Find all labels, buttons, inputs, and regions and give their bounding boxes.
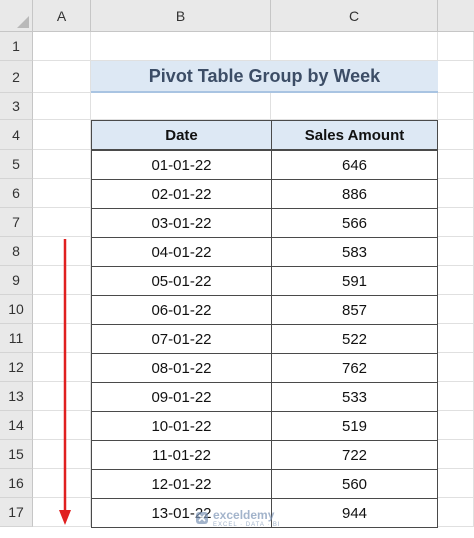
grid-cell[interactable]	[33, 295, 91, 324]
sales-amount-cell[interactable]: 583	[271, 237, 438, 267]
column-header-next[interactable]	[438, 0, 474, 32]
grid-cell[interactable]	[33, 93, 91, 120]
sales-amount-cell[interactable]: 591	[271, 266, 438, 296]
row-header-7[interactable]: 7	[0, 208, 33, 237]
table-header-sales-amount[interactable]: Sales Amount	[271, 120, 438, 150]
sheet-title[interactable]: Pivot Table Group by Week	[91, 61, 438, 93]
grid-cell[interactable]	[33, 382, 91, 411]
grid-cell[interactable]	[271, 93, 438, 120]
row-header-12[interactable]: 12	[0, 353, 33, 382]
date-cell[interactable]: 08-01-22	[91, 353, 272, 383]
grid-cell[interactable]	[33, 179, 91, 208]
sales-amount-cell[interactable]: 722	[271, 440, 438, 470]
row-header-13[interactable]: 13	[0, 382, 33, 411]
grid-cell[interactable]	[33, 266, 91, 295]
grid-cell[interactable]	[33, 61, 91, 93]
grid-cell[interactable]	[33, 324, 91, 353]
select-all-triangle-icon	[17, 16, 29, 28]
date-cell[interactable]: 11-01-22	[91, 440, 272, 470]
grid-cell[interactable]	[33, 469, 91, 498]
table-header-date[interactable]: Date	[91, 120, 272, 150]
sales-amount-cell[interactable]: 519	[271, 411, 438, 441]
grid-cell[interactable]	[91, 32, 271, 61]
row-header-11[interactable]: 11	[0, 324, 33, 353]
column-header-c[interactable]: C	[271, 0, 438, 32]
row-header-8[interactable]: 8	[0, 237, 33, 266]
grid-cell[interactable]	[271, 32, 438, 61]
grid-cell[interactable]	[91, 93, 271, 120]
date-cell[interactable]: 09-01-22	[91, 382, 272, 412]
grid-cell[interactable]	[33, 440, 91, 469]
date-cell[interactable]: 03-01-22	[91, 208, 272, 238]
sales-amount-cell[interactable]: 560	[271, 469, 438, 499]
select-all-corner[interactable]	[0, 0, 33, 32]
grid-cell[interactable]	[33, 353, 91, 382]
grid-cell[interactable]	[33, 150, 91, 179]
row-header-1[interactable]: 1	[0, 32, 33, 61]
row-header-6[interactable]: 6	[0, 179, 33, 208]
row-header-9[interactable]: 9	[0, 266, 33, 295]
row-header-16[interactable]: 16	[0, 469, 33, 498]
row-header-5[interactable]: 5	[0, 150, 33, 179]
grid-cell[interactable]	[33, 498, 91, 527]
sales-amount-cell[interactable]: 762	[271, 353, 438, 383]
row-header-14[interactable]: 14	[0, 411, 33, 440]
grid-cell[interactable]	[33, 120, 91, 150]
column-header-a[interactable]: A	[33, 0, 91, 32]
row-header-3[interactable]: 3	[0, 93, 33, 120]
watermark-brand: exceldemy	[213, 508, 275, 522]
grid-cell[interactable]	[33, 208, 91, 237]
sales-amount-cell[interactable]: 944	[271, 498, 438, 528]
grid-cell[interactable]	[33, 32, 91, 61]
row-header-4[interactable]: 4	[0, 120, 33, 150]
date-cell[interactable]: 04-01-22	[91, 237, 272, 267]
exceldemy-watermark: exceldemy EXCEL · DATA · BI	[195, 508, 281, 528]
grid-cell[interactable]	[33, 237, 91, 266]
date-cell[interactable]: 06-01-22	[91, 295, 272, 325]
row-header-15[interactable]: 15	[0, 440, 33, 469]
column-header-b[interactable]: B	[91, 0, 271, 32]
watermark-tagline: EXCEL · DATA · BI	[213, 522, 281, 528]
exceldemy-logo-icon	[196, 512, 208, 524]
row-header-17[interactable]: 17	[0, 498, 33, 527]
grid-cell[interactable]	[33, 411, 91, 440]
row-header-2[interactable]: 2	[0, 61, 33, 93]
sales-amount-cell[interactable]: 857	[271, 295, 438, 325]
sales-amount-cell[interactable]: 646	[271, 150, 438, 180]
row-header-10[interactable]: 10	[0, 295, 33, 324]
